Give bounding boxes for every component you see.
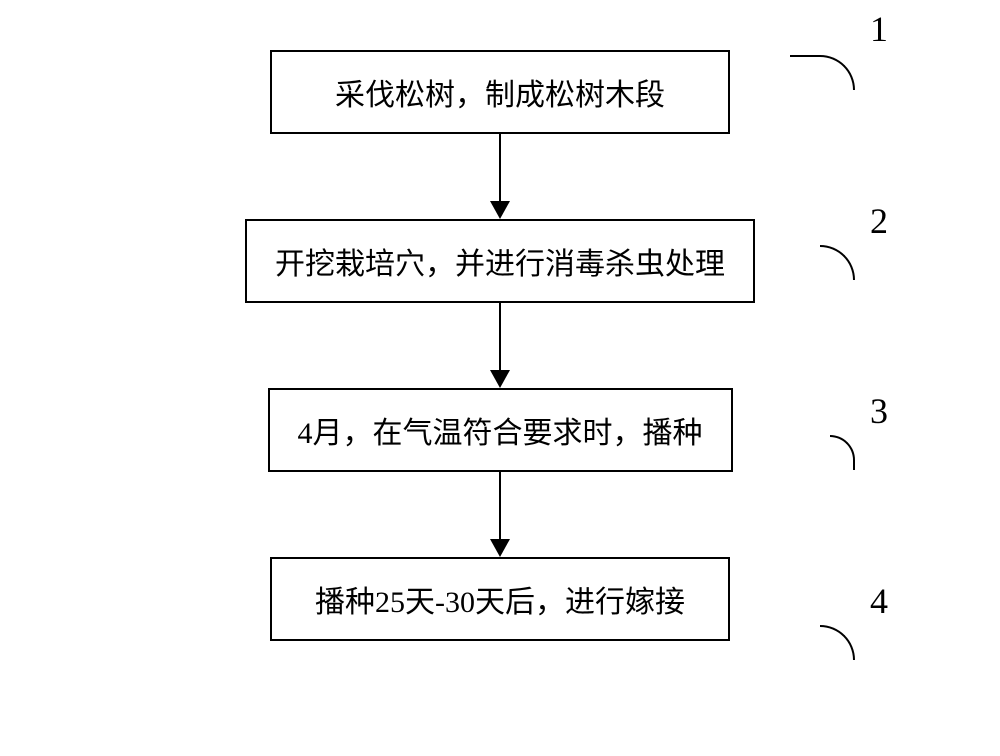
flowchart-container: 采伐松树，制成松树木段 开挖栽培穴，并进行消毒杀虫处理 4月，在气温符合要求时，… (0, 50, 1000, 641)
arrow-2 (490, 303, 510, 388)
step-box-2: 开挖栽培穴，并进行消毒杀虫处理 (245, 219, 755, 303)
step-text-1: 采伐松树，制成松树木段 (335, 79, 665, 112)
arrow-head (490, 539, 510, 557)
arrow-line (499, 303, 501, 370)
step-box-4: 播种25天-30天后，进行嫁接 (270, 557, 730, 641)
arrow-1 (490, 134, 510, 219)
step-label-1: 1 (870, 8, 888, 50)
step-label-2: 2 (870, 200, 888, 242)
step-wrapper-1: 采伐松树，制成松树木段 (0, 50, 1000, 134)
step-box-3: 4月，在气温符合要求时，播种 (268, 388, 733, 472)
step-text-4: 播种25天-30天后，进行嫁接 (315, 586, 685, 619)
arrow-line (499, 472, 501, 539)
step-label-4: 4 (870, 580, 888, 622)
step-wrapper-4: 播种25天-30天后，进行嫁接 (0, 557, 1000, 641)
arrow-head (490, 201, 510, 219)
step-box-1: 采伐松树，制成松树木段 (270, 50, 730, 134)
step-label-3: 3 (870, 390, 888, 432)
step-text-2: 开挖栽培穴，并进行消毒杀虫处理 (275, 248, 725, 281)
arrow-head (490, 370, 510, 388)
arrow-line (499, 134, 501, 201)
step-text-3: 4月，在气温符合要求时，播种 (298, 417, 703, 450)
arrow-3 (490, 472, 510, 557)
